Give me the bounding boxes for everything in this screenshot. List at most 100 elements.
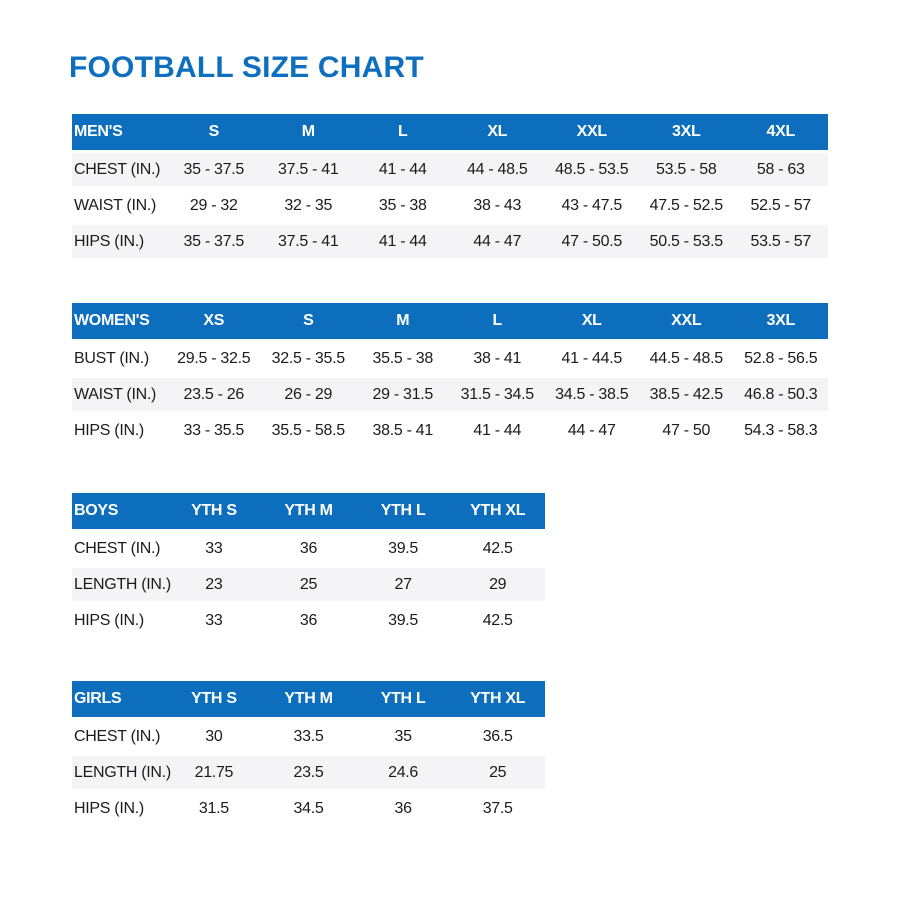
row-label: CHEST (IN.) <box>72 153 167 186</box>
size-cell: 47.5 - 52.5 <box>639 189 734 222</box>
table-row: HIPS (IN.) 31.5 34.5 36 37.5 <box>72 792 545 825</box>
size-cell: 41 - 44.5 <box>544 342 639 375</box>
column-header: YTH XL <box>450 493 545 529</box>
table-row: HIPS (IN.) 35 - 37.5 37.5 - 41 41 - 44 44 - … <box>72 225 828 258</box>
size-cell: 47 - 50 <box>639 414 734 447</box>
column-header: XXL <box>544 114 639 150</box>
mens-size-table: MEN'S S M L XL XXL 3XL 4XL CHEST (IN.) 35 - 37.5 3… <box>72 111 828 261</box>
size-cell: 38.5 - 41 <box>355 414 450 447</box>
column-header: L <box>450 303 545 339</box>
womens-size-table: WOMEN'S XS S M L XL XXL 3XL BUST (IN.) 29.5 - 32.… <box>72 300 828 450</box>
size-cell: 32.5 - 35.5 <box>261 342 356 375</box>
size-cell: 35 - 38 <box>355 189 450 222</box>
size-cell: 41 - 44 <box>355 225 450 258</box>
row-label: HIPS (IN.) <box>72 225 167 258</box>
column-header: YTH XL <box>450 681 545 717</box>
size-cell: 44 - 47 <box>450 225 545 258</box>
column-header: YTH S <box>166 681 262 717</box>
size-cell: 25 <box>261 568 356 601</box>
table-row: CHEST (IN.) 35 - 37.5 37.5 - 41 41 - 44 44 -… <box>72 153 828 186</box>
size-cell: 54.3 - 58.3 <box>733 414 828 447</box>
boys-header-row: BOYS YTH S YTH M YTH L YTH XL <box>72 493 545 529</box>
size-cell: 23 <box>166 568 262 601</box>
size-cell: 29 - 31.5 <box>355 378 450 411</box>
column-header: 4XL <box>733 114 828 150</box>
size-cell: 37.5 - 41 <box>261 225 356 258</box>
womens-table-title: WOMEN'S <box>72 303 167 339</box>
table-row: LENGTH (IN.) 21.75 23.5 24.6 25 <box>72 756 545 789</box>
column-header: YTH M <box>261 493 356 529</box>
size-cell: 52.5 - 57 <box>733 189 828 222</box>
table-row: WAIST (IN.) 29 - 32 32 - 35 35 - 38 38 - 43 4… <box>72 189 828 222</box>
column-header: L <box>355 114 450 150</box>
column-header: XL <box>544 303 639 339</box>
size-cell: 39.5 <box>355 604 451 637</box>
size-cell: 24.6 <box>355 756 451 789</box>
column-header: 3XL <box>733 303 828 339</box>
size-cell: 48.5 - 53.5 <box>544 153 639 186</box>
size-cell: 31.5 <box>166 792 262 825</box>
table-row: HIPS (IN.) 33 36 39.5 42.5 <box>72 604 545 637</box>
row-label: LENGTH (IN.) <box>72 568 171 601</box>
column-header: S <box>261 303 356 339</box>
size-cell: 36.5 <box>450 720 545 753</box>
size-cell: 35 - 37.5 <box>166 153 261 186</box>
size-cell: 43 - 47.5 <box>544 189 639 222</box>
size-cell: 46.8 - 50.3 <box>733 378 828 411</box>
size-cell: 53.5 - 58 <box>639 153 734 186</box>
size-cell: 58 - 63 <box>733 153 828 186</box>
size-cell: 44 - 48.5 <box>450 153 545 186</box>
size-cell: 37.5 <box>450 792 545 825</box>
column-header: YTH M <box>261 681 356 717</box>
table-row: CHEST (IN.) 33 36 39.5 42.5 <box>72 532 545 565</box>
column-header: YTH L <box>355 681 451 717</box>
table-row: CHEST (IN.) 30 33.5 35 36.5 <box>72 720 545 753</box>
size-cell: 33 <box>166 604 262 637</box>
size-cell: 50.5 - 53.5 <box>639 225 734 258</box>
column-header: M <box>261 114 356 150</box>
size-cell: 33 - 35.5 <box>166 414 261 447</box>
size-cell: 42.5 <box>450 604 545 637</box>
page-title: FOOTBALL SIZE CHART <box>69 51 424 84</box>
size-cell: 33 <box>166 532 262 565</box>
womens-header-row: WOMEN'S XS S M L XL XXL 3XL <box>72 303 828 339</box>
size-cell: 38 - 43 <box>450 189 545 222</box>
row-label: HIPS (IN.) <box>72 414 167 447</box>
size-cell: 35.5 - 38 <box>355 342 450 375</box>
row-label: CHEST (IN.) <box>72 720 167 753</box>
size-cell: 39.5 <box>355 532 451 565</box>
column-header: 3XL <box>639 114 734 150</box>
size-cell: 29 <box>450 568 545 601</box>
size-cell: 44 - 47 <box>544 414 639 447</box>
row-label: WAIST (IN.) <box>72 189 167 222</box>
row-label: CHEST (IN.) <box>72 532 167 565</box>
table-row: BUST (IN.) 29.5 - 32.5 32.5 - 35.5 35.5 - 3… <box>72 342 828 375</box>
size-cell: 42.5 <box>450 532 545 565</box>
size-cell: 30 <box>166 720 262 753</box>
size-cell: 23.5 <box>261 756 356 789</box>
size-cell: 44.5 - 48.5 <box>639 342 734 375</box>
size-cell: 29 - 32 <box>166 189 261 222</box>
size-cell: 35.5 - 58.5 <box>261 414 356 447</box>
boys-size-table: BOYS YTH S YTH M YTH L YTH XL CHEST (IN.) 33 36… <box>72 490 545 640</box>
row-label: BUST (IN.) <box>72 342 167 375</box>
size-cell: 35 - 37.5 <box>166 225 261 258</box>
column-header: M <box>355 303 450 339</box>
row-label: WAIST (IN.) <box>72 378 167 411</box>
size-cell: 25 <box>450 756 545 789</box>
girls-size-table: GIRLS YTH S YTH M YTH L YTH XL CHEST (IN.) 30 3… <box>72 678 545 828</box>
size-cell: 36 <box>261 532 356 565</box>
size-cell: 47 - 50.5 <box>544 225 639 258</box>
column-header: XS <box>166 303 261 339</box>
size-cell: 33.5 <box>261 720 356 753</box>
column-header: XXL <box>639 303 734 339</box>
row-label: HIPS (IN.) <box>72 604 167 637</box>
table-row: WAIST (IN.) 23.5 - 26 26 - 29 29 - 31.5 31.5… <box>72 378 828 411</box>
size-cell: 34.5 <box>261 792 356 825</box>
boys-table-title: BOYS <box>72 493 167 529</box>
mens-table-title: MEN'S <box>72 114 167 150</box>
size-cell: 41 - 44 <box>450 414 545 447</box>
row-label: HIPS (IN.) <box>72 792 167 825</box>
size-cell: 34.5 - 38.5 <box>544 378 639 411</box>
